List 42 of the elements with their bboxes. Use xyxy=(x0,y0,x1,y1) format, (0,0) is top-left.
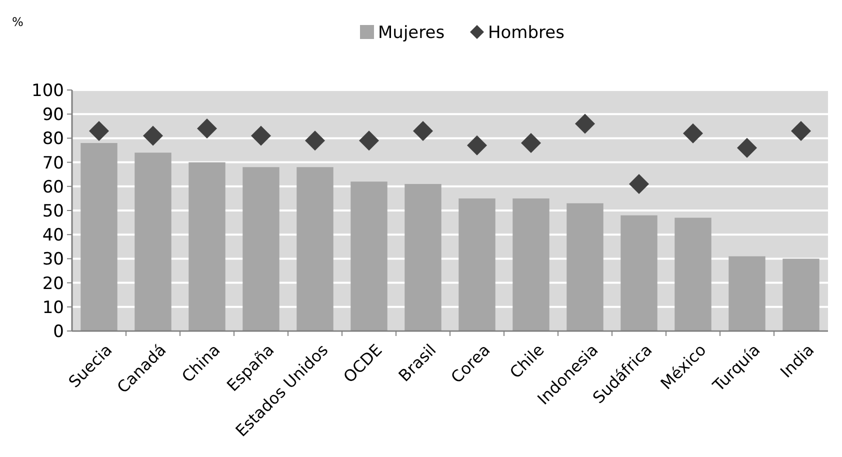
point xyxy=(413,120,433,141)
point xyxy=(521,133,541,154)
bar xyxy=(674,218,712,331)
y-tick-label: 10 xyxy=(42,298,64,318)
point xyxy=(197,118,217,139)
y-tick-label: 30 xyxy=(42,250,64,270)
bar xyxy=(350,182,388,331)
point xyxy=(251,126,271,146)
bar xyxy=(566,203,604,331)
point xyxy=(359,130,379,151)
bar xyxy=(620,215,658,331)
y-tick-label: 90 xyxy=(42,105,64,126)
point xyxy=(467,135,487,156)
bar xyxy=(782,258,820,331)
legend-label: Mujeres xyxy=(378,22,445,43)
bar xyxy=(728,256,766,331)
point xyxy=(683,123,703,144)
y-tick-label: 0 xyxy=(53,322,64,342)
y-tick-label: 80 xyxy=(42,129,64,150)
y-tick-label: 50 xyxy=(42,201,64,222)
point xyxy=(737,138,757,158)
legend-label: Hombres xyxy=(488,22,565,43)
bar xyxy=(458,198,496,331)
bar xyxy=(296,167,334,331)
point xyxy=(89,120,109,141)
y-axis-title: % xyxy=(12,15,24,29)
bar xyxy=(242,167,280,331)
y-tick-label: 70 xyxy=(42,153,64,174)
bar xyxy=(404,184,442,331)
bar xyxy=(188,162,226,331)
point xyxy=(143,126,163,146)
point xyxy=(305,130,325,151)
y-tick-label: 100 xyxy=(32,80,64,101)
point xyxy=(575,114,595,134)
bar xyxy=(512,198,550,331)
y-tick-label: 20 xyxy=(42,274,64,294)
bar xyxy=(80,143,118,331)
y-tick-label: 40 xyxy=(42,226,64,246)
bar xyxy=(134,152,172,331)
point xyxy=(791,120,811,141)
y-tick-label: 60 xyxy=(42,177,64,198)
point xyxy=(629,174,649,194)
